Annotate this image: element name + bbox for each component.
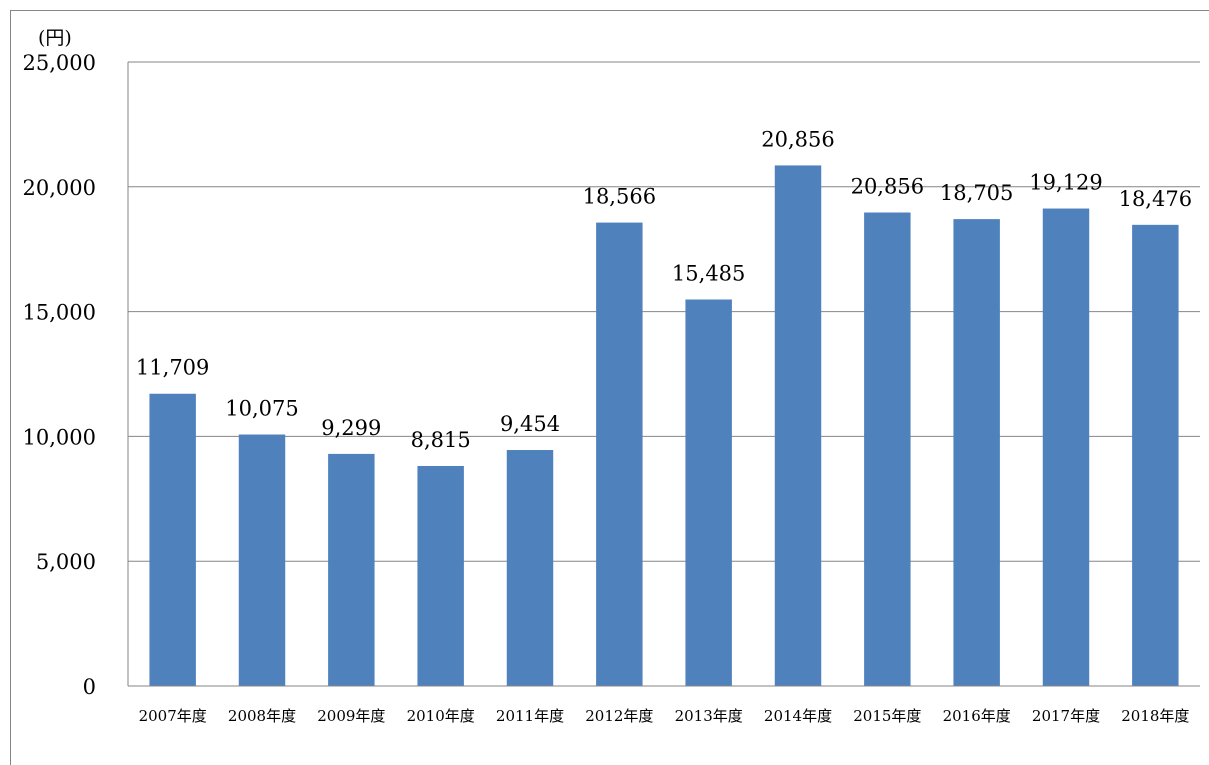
bar (953, 219, 1000, 686)
data-label: 11,709 (136, 356, 209, 380)
x-tick-label: 2015年度 (853, 707, 921, 725)
data-label: 15,485 (672, 261, 745, 285)
y-tick-label: 15,000 (23, 301, 96, 325)
chart-frame (10, 10, 1209, 765)
data-label: 9,299 (321, 416, 381, 440)
x-tick-labels: 2007年度 2008年度 2009年度 2010年度 2011年度 2012年度 2013… (139, 707, 1190, 725)
y-tick-labels: 0 5,000 10,000 15,000 20,000 25,000 (23, 51, 96, 699)
bar (774, 165, 822, 687)
data-label: 18,476 (1119, 187, 1192, 211)
y-unit-label: (円) (38, 27, 72, 49)
bar (149, 393, 196, 686)
x-tick-label: 2007年度 (139, 707, 207, 725)
x-tick-label: 2014年度 (764, 707, 832, 725)
data-label: 10,075 (225, 397, 298, 421)
bar (1042, 208, 1090, 686)
x-tick-label: 2017年度 (1032, 707, 1100, 725)
gridlines (128, 61, 1200, 562)
x-tick-label: 2018年度 (1121, 707, 1189, 725)
data-label: 18,705 (940, 181, 1013, 205)
bar (238, 434, 286, 686)
bar (506, 450, 554, 686)
x-tick-label: 2016年度 (943, 707, 1011, 725)
bar (685, 299, 732, 686)
y-tick-label: 10,000 (23, 425, 96, 449)
data-label: 20,856 (761, 127, 834, 151)
data-label: 20,856 (851, 175, 924, 199)
bar (417, 465, 464, 686)
data-label: 8,815 (411, 428, 471, 452)
axes (127, 62, 1200, 687)
bars (149, 165, 1179, 687)
x-tick-label: 2013年度 (675, 707, 743, 725)
bar (1132, 224, 1179, 686)
x-tick-label: 2011年度 (496, 707, 564, 725)
data-labels: 11,709 10,075 9,299 8,815 9,454 18,566 15,485 2… (136, 127, 1192, 452)
bar (596, 222, 643, 686)
bar (328, 453, 375, 686)
y-tick-label: 5,000 (36, 550, 96, 574)
data-label: 9,454 (500, 412, 560, 436)
data-label: 19,129 (1029, 171, 1102, 195)
x-tick-label: 2010年度 (407, 707, 475, 725)
y-tick-label: 0 (83, 675, 96, 699)
x-tick-label: 2009年度 (317, 707, 385, 725)
y-tick-label: 20,000 (23, 176, 96, 200)
bar (864, 212, 911, 687)
x-tick-label: 2012年度 (585, 707, 653, 725)
y-tick-label: 25,000 (23, 51, 96, 75)
x-tick-label: 2008年度 (228, 707, 296, 725)
data-label: 18,566 (583, 185, 656, 209)
